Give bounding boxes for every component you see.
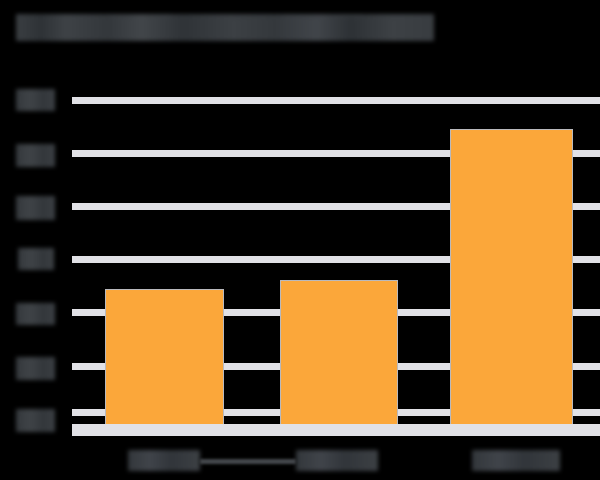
- x-axis-line: [72, 424, 600, 436]
- y-tick-label-5: [redacted]: [16, 144, 55, 167]
- x-category-label-0: [redacted category 1]: [128, 450, 200, 471]
- x-category-label-1: [redacted category 2]: [296, 450, 378, 471]
- y-tick-label-0: [redacted]: [16, 409, 55, 432]
- y-tick-label-1: [redacted]: [16, 357, 55, 380]
- gridline-4: [72, 256, 600, 263]
- y-tick-label-3: [redacted]: [18, 248, 54, 270]
- y-tick-label-6: [redacted]: [16, 89, 55, 111]
- gridline-7: [72, 97, 600, 104]
- x-category-label-2: [redacted category 3]: [472, 450, 560, 471]
- gridline-6: [72, 150, 600, 157]
- chart-title: [redacted title]: [16, 14, 434, 41]
- bar-series-0-category-2[interactable]: [450, 129, 573, 426]
- y-tick-label-4: [redacted]: [16, 196, 55, 220]
- bar-series-0-category-0[interactable]: [105, 289, 224, 426]
- bar-series-0-category-1[interactable]: [280, 280, 398, 426]
- x-category-connector: [200, 459, 296, 464]
- y-tick-label-2: [redacted]: [16, 303, 55, 325]
- gridline-5: [72, 203, 600, 210]
